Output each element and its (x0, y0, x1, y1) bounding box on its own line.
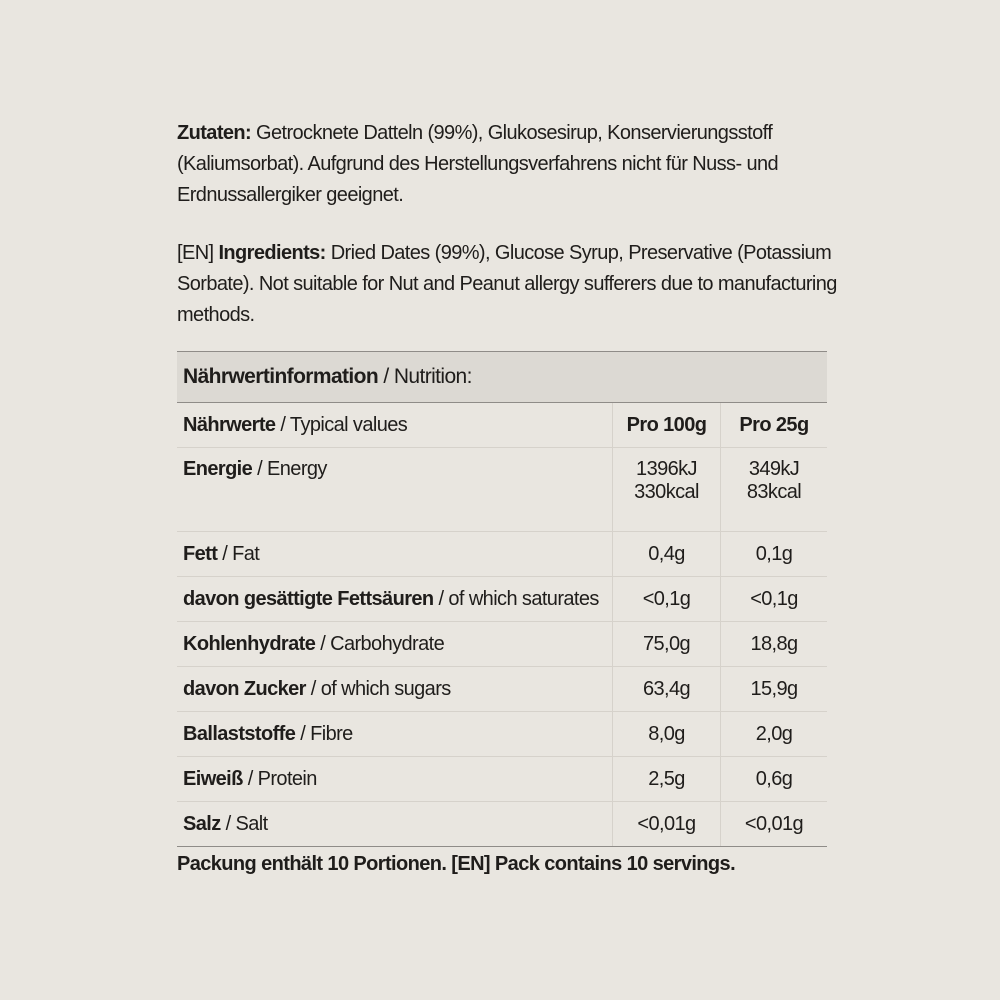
value-25g: 0,6g (720, 756, 827, 802)
table-header-row: Nährwerte / Typical values Pro 100g Pro … (177, 402, 827, 448)
value-100g: 63,4g (612, 666, 721, 712)
ingredients-en: [EN] Ingredients: Dried Dates (99%), Glu… (177, 238, 877, 331)
value-100g: 75,0g (612, 621, 721, 667)
table-row: Fett / Fat 0,4g 0,1g (177, 531, 827, 577)
header-en: / Typical values (275, 413, 408, 436)
row-en: / of which saturates (433, 587, 599, 610)
table-row: davon gesättigte Fettsäuren / of which s… (177, 576, 827, 622)
row-en: / Protein (242, 767, 318, 790)
col-25g: Pro 25g (739, 413, 809, 436)
value-25g: 18,8g (720, 621, 827, 667)
value-100g: <0,1g (612, 576, 721, 622)
value-100g: <0,01g (612, 801, 721, 847)
value-25g: <0,1g (720, 576, 827, 622)
value-25g: 0,1g (720, 531, 827, 577)
value-25g: <0,01g (720, 801, 827, 847)
row-en: / Salt (220, 812, 269, 835)
text: Dried Dates (99%), Glucose Syrup, Preser… (177, 242, 837, 326)
title-en: / Nutrition: (378, 365, 472, 388)
nutrition-table: Nährwertinformation / Nutrition: Nährwer… (177, 351, 827, 847)
label: Zutaten: (177, 122, 252, 144)
row-de: Energie (183, 458, 253, 480)
value-100g: 8,0g (612, 711, 721, 757)
table-title-row: Nährwertinformation / Nutrition: (177, 351, 827, 403)
table-row: Salz / Salt <0,01g <0,01g (177, 801, 827, 847)
table-row: Eiweiß / Protein 2,5g 0,6g (177, 756, 827, 802)
row-en: / Energy (252, 458, 327, 480)
row-de: Fett (183, 542, 218, 565)
row-de: Kohlenhydrate (183, 632, 316, 655)
row-de: Salz (183, 812, 221, 835)
table-row: davon Zucker / of which sugars 63,4g 15,9g (177, 666, 827, 712)
table-row: Kohlenhydrate / Carbohydrate 75,0g 18,8g (177, 621, 827, 667)
row-de: davon Zucker (183, 677, 306, 700)
value: 349kJ (748, 458, 800, 480)
text: Getrocknete Datteln (99%), Glukosesirup,… (177, 122, 779, 206)
label: Ingredients: (218, 242, 326, 264)
row-de: davon gesättigte Fettsäuren (183, 587, 434, 610)
value: 1396kJ (636, 458, 698, 480)
row-en: / Fat (217, 542, 260, 565)
col-100g: Pro 100g (626, 413, 707, 436)
value: 330kcal (634, 481, 699, 503)
table-row: Energie / Energy 1396kJ 330kcal 349kJ 83kc… (177, 447, 827, 532)
header-de: Nährwerte (183, 413, 276, 436)
row-de: Ballaststoffe (183, 722, 296, 745)
ingredients-de: Zutaten: Getrocknete Datteln (99%), Gluk… (177, 118, 877, 211)
row-de: Eiweiß (183, 767, 243, 790)
title-de: Nährwertinformation (183, 365, 379, 388)
value: 83kcal (746, 481, 802, 503)
value-100g: 2,5g (612, 756, 721, 802)
value-100g: 0,4g (612, 531, 721, 577)
table-row: Ballaststoffe / Fibre 8,0g 2,0g (177, 711, 827, 757)
prefix: [EN] (177, 242, 219, 264)
value-25g: 15,9g (720, 666, 827, 712)
footer-note: Packung enthält 10 Portionen. [EN] Pack … (177, 853, 736, 875)
row-en: / Carbohydrate (315, 632, 445, 655)
row-en: / of which sugars (305, 677, 451, 700)
value-25g: 2,0g (720, 711, 827, 757)
row-en: / Fibre (295, 722, 353, 745)
